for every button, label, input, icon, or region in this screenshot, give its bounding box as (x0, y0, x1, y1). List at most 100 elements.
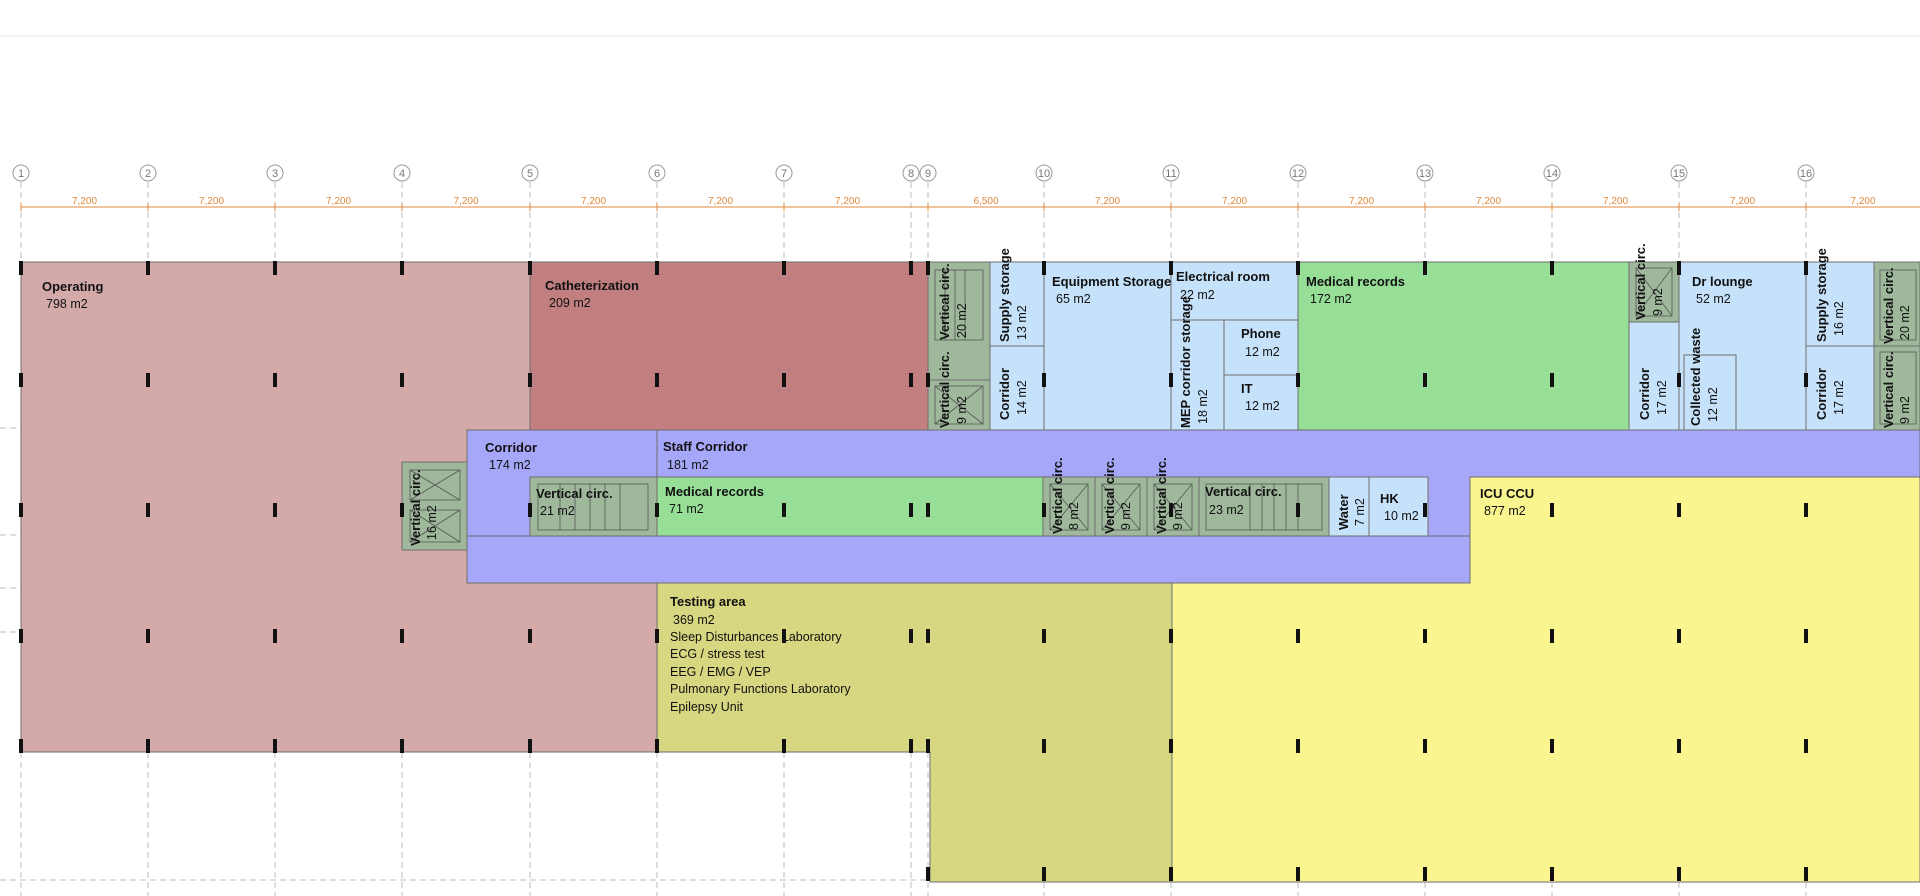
structural-column (1296, 373, 1300, 387)
dimension-label: 7,200 (1349, 196, 1374, 207)
room-area-staff-corridor: 181 m2 (667, 458, 709, 472)
room-area-vertical-circ-a: 20 m2 (955, 303, 969, 338)
elevator-icon (409, 469, 461, 501)
room-area-corridor-17a: 17 m2 (1655, 380, 1669, 415)
room-vertical-circ-e[interactable] (1873, 345, 1920, 431)
room-water[interactable] (1328, 476, 1370, 537)
structural-column (1169, 503, 1173, 517)
room-label-vertical-circ-f: Vertical circ. (408, 469, 423, 546)
room-area-vertical-circ-k: 23 m2 (1209, 503, 1244, 517)
structural-column (1296, 503, 1300, 517)
room-area-medical-records-mid: 71 m2 (669, 502, 704, 516)
grid-axis-label: 13 (1419, 168, 1431, 180)
structural-column (782, 261, 786, 275)
structural-column (528, 629, 532, 643)
room-testing-area[interactable] (656, 582, 1173, 883)
structural-column (146, 739, 150, 753)
room-area-corridor-174: 174 m2 (489, 458, 531, 472)
grid-axis-label: 14 (1546, 168, 1558, 180)
structural-column (146, 373, 150, 387)
structural-column (1296, 629, 1300, 643)
grid-axis-bubble (1543, 164, 1561, 182)
structural-column (19, 503, 23, 517)
structural-column (1550, 629, 1554, 643)
dimension-label: 7,200 (1850, 196, 1875, 207)
room-equipment-storage[interactable] (1043, 261, 1172, 431)
structural-column (909, 739, 913, 753)
structural-column (1550, 503, 1554, 517)
structural-column (782, 503, 786, 517)
elevator-icon (1153, 483, 1193, 531)
room-label-water: Water (1336, 494, 1351, 530)
structural-column (655, 629, 659, 643)
room-label-supply-storage-1: Supply storage (997, 248, 1012, 342)
dimension-label: 6,500 (973, 196, 998, 207)
structural-column (1042, 261, 1046, 275)
structural-column (273, 739, 277, 753)
structural-column (909, 261, 913, 275)
structural-column (782, 629, 786, 643)
structural-column (1677, 629, 1681, 643)
testing-note-pulmonary: Pulmonary Functions Laboratory (670, 682, 851, 696)
room-area-icu-ccu: 877 m2 (1484, 504, 1526, 518)
room-hk[interactable] (1368, 476, 1429, 537)
room-area-vertical-circ-g: 21 m2 (540, 504, 575, 518)
room-corridor-17a[interactable] (1628, 321, 1680, 431)
dimension-label: 7,200 (1095, 196, 1120, 207)
room-area-vertical-circ-b: 9 m2 (955, 396, 969, 424)
room-mep-corridor-storage[interactable] (1170, 319, 1225, 431)
room-label-corridor-174: Corridor (485, 440, 537, 455)
room-electrical[interactable] (1170, 261, 1299, 321)
room-vertical-circ-d[interactable] (1873, 261, 1920, 347)
room-area-corridor-17b: 17 m2 (1832, 380, 1846, 415)
room-area-hk: 10 m2 (1384, 509, 1419, 523)
structural-column (400, 373, 404, 387)
structural-column (19, 373, 23, 387)
room-label-staff-corridor: Staff Corridor (663, 439, 748, 454)
elevator-icon (1879, 351, 1917, 425)
room-label-vertical-circ-b: Vertical circ. (937, 351, 952, 428)
grid-axis-bubble (919, 164, 937, 182)
structural-column (655, 739, 659, 753)
room-vertical-circ-k[interactable] (1198, 476, 1330, 537)
grid-axis-bubble (775, 164, 793, 182)
structural-column (19, 261, 23, 275)
dimension-label: 7,200 (199, 196, 224, 207)
structural-column (1042, 373, 1046, 387)
room-area-vertical-circ-i: 9 m2 (1119, 502, 1133, 530)
room-area-it: 12 m2 (1245, 399, 1280, 413)
room-label-testing-area: Testing area (670, 594, 746, 609)
room-area-vertical-circ-j: 9 m2 (1171, 502, 1185, 530)
structural-column (1423, 867, 1427, 881)
room-it[interactable] (1223, 374, 1299, 431)
dimension-label: 7,200 (708, 196, 733, 207)
room-label-collected-waste: Collected waste (1688, 328, 1703, 426)
grid-axis-bubble (1797, 164, 1815, 182)
structural-column (926, 261, 930, 275)
room-label-corridor-17a: Corridor (1637, 368, 1652, 420)
room-medical-records-mid[interactable] (656, 476, 1044, 537)
room-label-supply-storage-2: Supply storage (1814, 248, 1829, 342)
dimension-label: 7,200 (1603, 196, 1628, 207)
structural-column (1423, 261, 1427, 275)
structural-column (782, 739, 786, 753)
room-supply-storage-1[interactable] (989, 261, 1045, 347)
room-collected-waste[interactable] (1683, 354, 1737, 431)
room-corridor-17b[interactable] (1805, 345, 1875, 431)
structural-column (926, 503, 930, 517)
grid-axis-label: 12 (1292, 168, 1304, 180)
structural-column (19, 739, 23, 753)
room-vertical-circ-g[interactable] (529, 476, 658, 537)
dimension-label: 7,200 (1476, 196, 1501, 207)
grid-axis-label: 8 (908, 168, 914, 180)
structural-column (1169, 373, 1173, 387)
structural-column (1296, 261, 1300, 275)
structural-column (1042, 629, 1046, 643)
structural-column (146, 503, 150, 517)
room-label-vertical-circ-e: Vertical circ. (1881, 351, 1896, 428)
structural-column (146, 629, 150, 643)
room-label-hk: HK (1380, 491, 1399, 506)
structural-column (1296, 867, 1300, 881)
room-catheterization[interactable] (529, 261, 929, 431)
grid-axis-label: 9 (925, 168, 931, 180)
